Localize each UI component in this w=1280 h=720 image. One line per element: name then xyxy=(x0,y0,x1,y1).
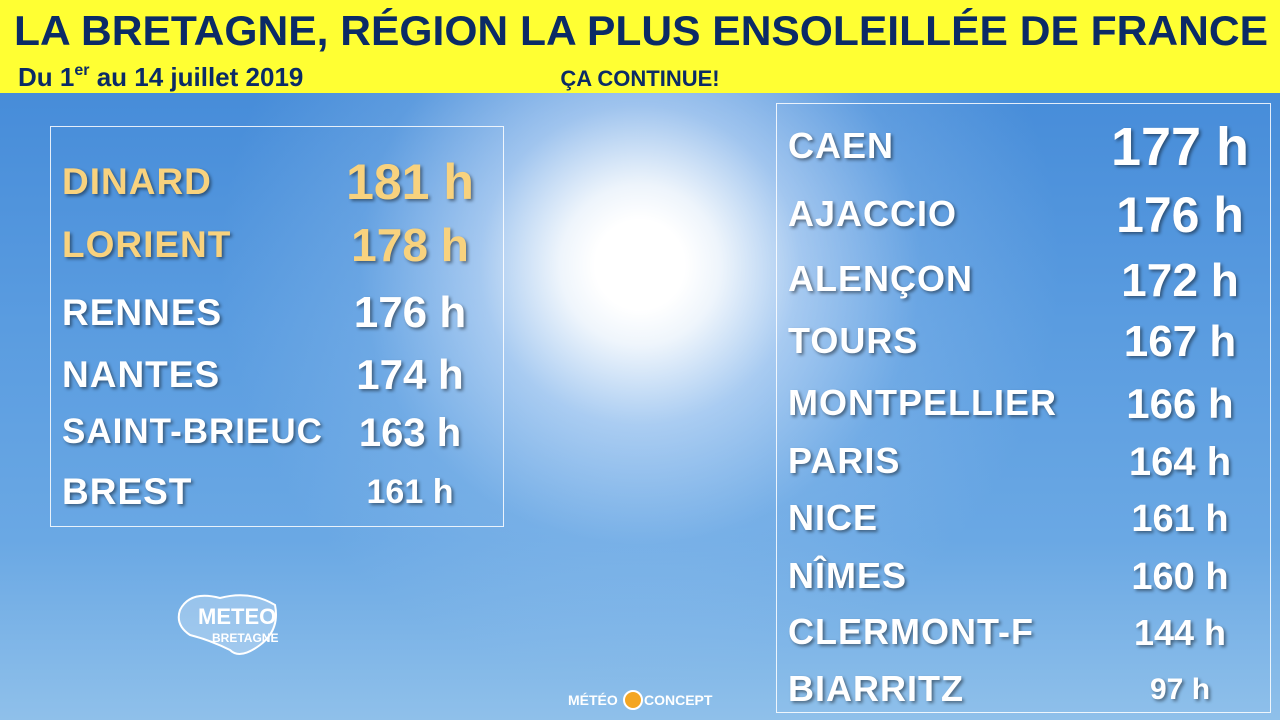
city-name: AJACCIO xyxy=(788,193,958,234)
title: LA BRETAGNE, RÉGION LA PLUS ENSOLEILLÉE … xyxy=(14,7,1268,54)
subtitle-sup: er xyxy=(74,62,89,79)
sunshine-hours: 160 h xyxy=(1131,556,1229,598)
logo-shape xyxy=(177,594,277,655)
banner-text: LA BRETAGNE, RÉGION LA PLUS ENSOLEILLÉE … xyxy=(14,7,1268,92)
sunshine-hours: 174 h xyxy=(356,351,464,398)
city-name: BREST xyxy=(62,471,193,512)
sunshine-hours: 176 h xyxy=(1116,187,1244,243)
sunshine-hours: 161 h xyxy=(366,473,454,511)
city-name: ALENÇON xyxy=(788,258,973,299)
sunshine-hours: 178 h xyxy=(351,219,469,271)
city-name: NÎMES xyxy=(788,555,908,596)
sunshine-hours: 163 h xyxy=(358,411,462,455)
sunshine-hours: 176 h xyxy=(353,288,467,337)
logo-text: METEO xyxy=(198,604,276,629)
city-name: CLERMONT-F xyxy=(788,611,1034,652)
subtitle-text: au 14 juillet 2019 xyxy=(89,62,303,92)
sunshine-hours: 144 h xyxy=(1133,612,1227,653)
subtitle-text: Du 1 xyxy=(18,62,74,92)
sunshine-hours: 166 h xyxy=(1126,380,1234,427)
city-name: DINARD xyxy=(62,161,212,202)
sunshine-hours: 161 h xyxy=(1131,498,1229,540)
logo-text: CONCEPT xyxy=(644,692,713,708)
subtitle: Du 1er au 14 juillet 2019 xyxy=(18,62,303,92)
sunshine-hours: 97 h xyxy=(1149,673,1211,706)
city-name: LORIENT xyxy=(62,224,232,265)
city-name: CAEN xyxy=(788,125,895,166)
sunshine-hours: 181 h xyxy=(346,154,474,210)
tagline: ÇA CONTINUE! xyxy=(560,66,719,91)
sunshine-hours: 164 h xyxy=(1128,440,1232,484)
france-box xyxy=(776,103,1271,713)
city-name: NANTES xyxy=(62,354,221,395)
meteo-concept-logo: MÉTÉO CONCEPT xyxy=(568,690,713,710)
city-name: NICE xyxy=(788,497,879,538)
city-name: RENNES xyxy=(62,292,223,333)
sunshine-hours: 177 h xyxy=(1110,117,1250,177)
sunshine-hours: 172 h xyxy=(1121,254,1239,306)
sunshine-hours: 167 h xyxy=(1123,317,1237,366)
bretagne-box xyxy=(50,126,504,527)
city-name: MONTPELLIER xyxy=(788,382,1057,423)
logo-icon xyxy=(623,690,643,710)
city-name: TOURS xyxy=(788,320,919,361)
logo-text: BRETAGNE xyxy=(212,631,278,645)
logo-text: MÉTÉO xyxy=(568,692,618,708)
meteo-bretagne-logo: METEO BRETAGNE xyxy=(177,594,278,655)
city-name: BIARRITZ xyxy=(788,668,964,709)
city-name: PARIS xyxy=(788,440,901,481)
city-name: SAINT-BRIEUC xyxy=(62,412,323,451)
title-banner: LA BRETAGNE, RÉGION LA PLUS ENSOLEILLÉE … xyxy=(0,0,1280,93)
